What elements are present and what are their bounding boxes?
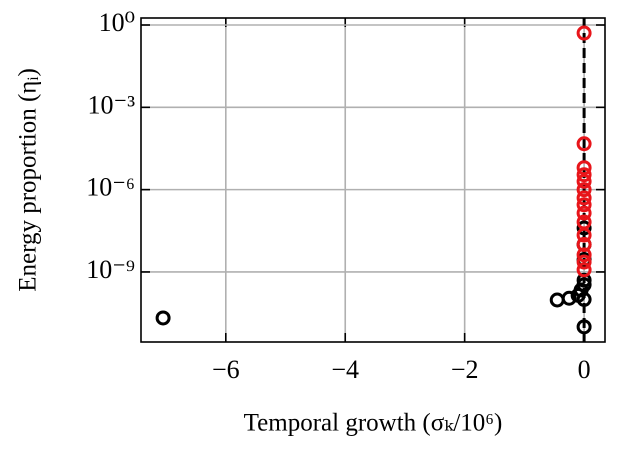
point bbox=[576, 291, 592, 307]
point bbox=[576, 237, 592, 253]
y-tick-label: 10⁻⁹ bbox=[86, 255, 135, 284]
point bbox=[576, 272, 592, 288]
y-axis-label: Energy proportion (ηᵢ) bbox=[15, 68, 42, 292]
point bbox=[576, 319, 592, 335]
point bbox=[576, 205, 592, 221]
point bbox=[576, 182, 592, 198]
x-tick-label: −4 bbox=[331, 355, 359, 384]
x-tick-label: −6 bbox=[212, 355, 240, 384]
point bbox=[576, 254, 592, 270]
x-axis-label: Temporal growth (σₖ/10⁶) bbox=[244, 410, 503, 437]
point bbox=[576, 220, 592, 236]
y-tick-label: 10⁰ bbox=[99, 8, 135, 37]
point bbox=[576, 173, 592, 189]
y-tick-label: 10⁻³ bbox=[87, 90, 135, 119]
point bbox=[561, 290, 577, 306]
point bbox=[576, 160, 592, 176]
point bbox=[576, 262, 592, 278]
point bbox=[576, 167, 592, 183]
y-tick-label: 10⁻⁶ bbox=[86, 173, 135, 202]
point bbox=[576, 136, 592, 152]
point bbox=[576, 190, 592, 206]
point bbox=[576, 227, 592, 243]
x-tick-label: −2 bbox=[451, 355, 479, 384]
x-tick-label: 0 bbox=[578, 355, 591, 384]
point bbox=[155, 310, 171, 326]
point bbox=[576, 25, 592, 41]
point bbox=[576, 247, 592, 263]
plot-frame bbox=[140, 17, 606, 343]
point bbox=[576, 277, 592, 293]
point bbox=[576, 197, 592, 213]
point bbox=[549, 292, 565, 308]
